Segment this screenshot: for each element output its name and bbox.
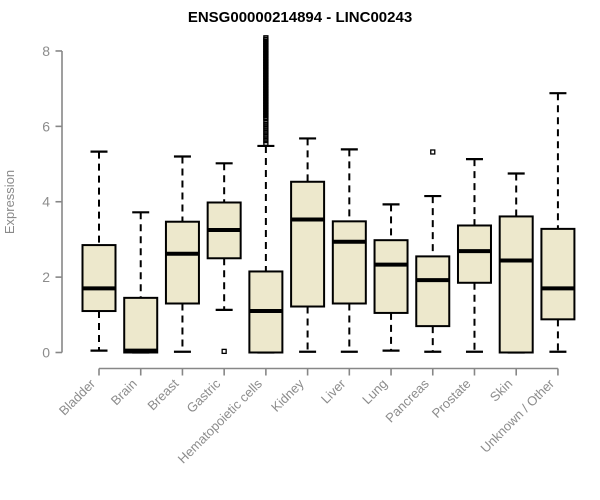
- iqr-box: [456, 224, 492, 284]
- box-liver: [331, 148, 367, 353]
- y-axis-label: Expression: [2, 170, 17, 234]
- y-tick-label: 8: [42, 43, 50, 59]
- outlier-point: [263, 137, 269, 144]
- x-tick-label-prostate: Prostate: [429, 376, 474, 421]
- iqr-box: [373, 239, 409, 314]
- iqr-box: [290, 180, 326, 308]
- box-hematopoietic-cells: [248, 35, 284, 354]
- outlier-point: [263, 127, 269, 133]
- outlier-point: [263, 124, 269, 130]
- y-tick-label: 4: [42, 194, 50, 210]
- x-tick-label-kidney: Kidney: [268, 376, 307, 415]
- outlier-point: [221, 348, 227, 355]
- x-tick-label-gastric: Gastric: [184, 376, 224, 416]
- iqr-box: [123, 296, 159, 354]
- x-tick-label-brain: Brain: [108, 376, 140, 408]
- outlier-point: [263, 35, 269, 41]
- outlier-point: [263, 132, 269, 138]
- box-skin: [498, 172, 534, 354]
- outlier-point: [263, 121, 269, 128]
- box-lung: [373, 203, 409, 352]
- y-tick-label: 6: [42, 118, 50, 134]
- box-breast: [164, 155, 200, 353]
- box-brain: [123, 211, 159, 354]
- outlier-point: [263, 135, 269, 141]
- outlier-point: [263, 140, 269, 146]
- x-tick-label-breast: Breast: [144, 376, 181, 413]
- box-bladder: [81, 150, 117, 352]
- y-tick-label: 0: [42, 345, 50, 361]
- chart-title: ENSG00000214894 - LINC00243: [188, 9, 412, 26]
- iqr-box: [331, 220, 367, 305]
- iqr-box: [81, 244, 117, 313]
- outlier-point: [263, 119, 269, 125]
- box-kidney: [290, 137, 326, 353]
- outlier-point: [263, 129, 269, 136]
- iqr-box: [498, 215, 534, 354]
- x-tick-label-unknown-other: Unknown / Other: [477, 376, 557, 456]
- box-prostate: [456, 158, 492, 353]
- x-tick-label-liver: Liver: [318, 376, 349, 407]
- boxplot-series: [81, 35, 576, 355]
- y-axis: 0 2 4 6 8: [42, 43, 63, 361]
- iqr-box: [164, 220, 200, 305]
- box-gastric: [206, 162, 242, 355]
- y-tick-label: 2: [42, 269, 50, 285]
- iqr-box: [415, 255, 451, 328]
- box-pancreas: [415, 149, 451, 353]
- x-tick-label-lung: Lung: [359, 376, 390, 407]
- iqr-box: [540, 227, 576, 321]
- outlier-point: [430, 149, 436, 155]
- x-tick-label-skin: Skin: [487, 376, 515, 404]
- x-tick-label-bladder: Bladder: [56, 376, 99, 419]
- x-tick-label-pancreas: Pancreas: [382, 376, 432, 426]
- box-unknown-other: [540, 92, 576, 353]
